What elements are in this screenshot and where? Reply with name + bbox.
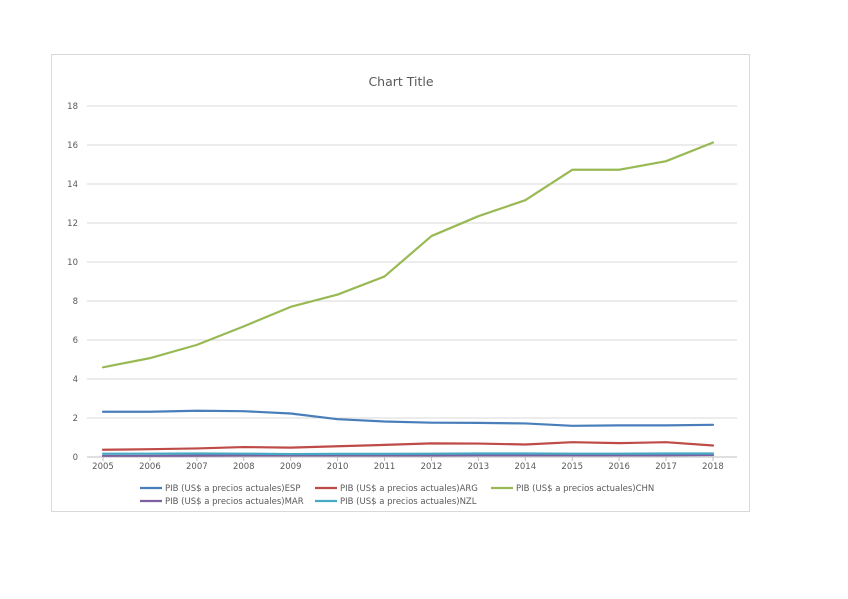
legend-label: PIB (US$ a precios actuales)NZL [340,497,477,507]
series-line-0 [101,409,715,427]
series-line-4 [101,452,715,456]
legend-item: PIB (US$ a precios actuales)NZL [315,497,477,507]
y-tick-label: 4 [73,375,78,385]
x-tick-label: 2012 [421,462,443,472]
x-tick-label: 2007 [186,462,208,472]
x-tick-label: 2014 [514,462,536,472]
legend-item: PIB (US$ a precios actuales)CHN [491,484,654,494]
x-tick-label: 2006 [139,462,161,472]
legend-item: PIB (US$ a precios actuales)ESP [140,484,300,494]
y-tick-label: 10 [67,258,78,268]
legend-label: PIB (US$ a precios actuales)MAR [165,497,304,507]
x-tick-label: 2013 [468,462,490,472]
line-chart: Chart Title 0 2 4 6 8 10 12 14 16 18 2005 2006 2007 2… [67,74,737,507]
chart-area: Chart Title 0 2 4 6 8 10 12 14 16 18 2005 2006 2007 2… [51,54,750,512]
series-line-1 [101,441,715,451]
chart-title: Chart Title [368,74,433,89]
x-tick-label: 2017 [655,462,677,472]
y-tick-label: 6 [73,336,78,346]
legend-item: PIB (US$ a precios actuales)ARG [315,484,478,494]
x-tick-label: 2010 [327,462,349,472]
y-tick-label: 0 [73,453,78,463]
y-tick-label: 2 [73,414,78,424]
y-tick-label: 8 [73,297,78,307]
legend-label: PIB (US$ a precios actuales)ARG [340,484,478,494]
series-line-2 [101,141,715,369]
x-tick-label: 2011 [374,462,396,472]
x-tick-label: 2015 [561,462,583,472]
legend-label: PIB (US$ a precios actuales)CHN [516,484,654,494]
legend-label: PIB (US$ a precios actuales)ESP [165,484,300,494]
y-tick-label: 12 [67,219,78,229]
legend-item: PIB (US$ a precios actuales)MAR [140,497,304,507]
y-tick-label: 18 [67,102,78,112]
x-tick-label: 2018 [702,462,724,472]
x-tick-label: 2005 [92,462,114,472]
x-tick-label: 2008 [233,462,255,472]
series-line-3 [101,453,715,457]
y-tick-label: 14 [67,180,78,190]
x-tick-label: 2009 [280,462,302,472]
x-tick-label: 2016 [608,462,630,472]
y-tick-label: 16 [67,141,78,151]
